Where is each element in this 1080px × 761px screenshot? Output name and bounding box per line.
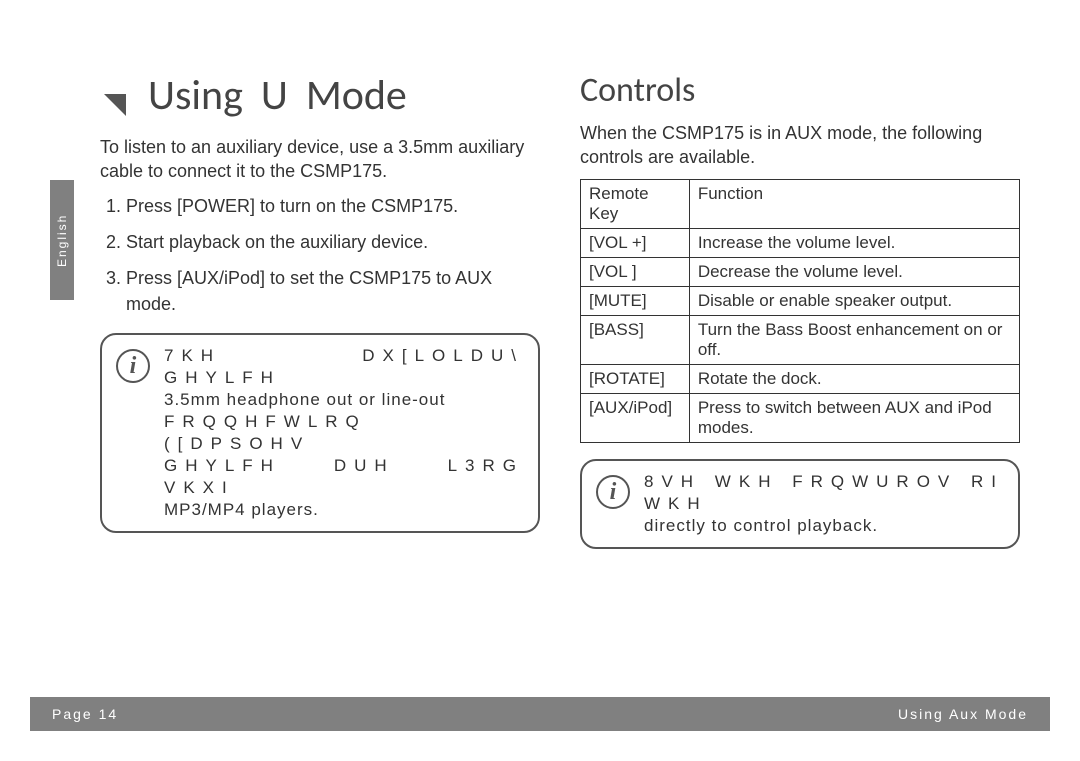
- table-header-key: Remote Key: [581, 180, 690, 229]
- arrow-icon: [100, 81, 130, 111]
- step-item: Press [POWER] to turn on the CSMP175.: [126, 193, 540, 219]
- intro-paragraph: To listen to an auxiliary device, use a …: [100, 135, 540, 183]
- table-row: [AUX/iPod]Press to switch between AUX an…: [581, 394, 1020, 443]
- table-header-fn: Function: [689, 180, 1019, 229]
- title-text-1: Using: [148, 70, 243, 121]
- page-footer: Page 14 Using Aux Mode: [30, 697, 1050, 731]
- page-title: Using U Mode: [100, 70, 540, 121]
- step-item: Start playback on the auxiliary device.: [126, 229, 540, 255]
- controls-heading: Controls: [580, 70, 1020, 111]
- footer-page-number: Page 14: [52, 706, 118, 722]
- remote-key-cell: [BASS]: [581, 316, 690, 365]
- remote-key-cell: [AUX/iPod]: [581, 394, 690, 443]
- info-icon: i: [116, 349, 150, 383]
- table-row: [BASS]Turn the Bass Boost enhancement on…: [581, 316, 1020, 365]
- info-line: FRQQHFWLRQ ([DPSOHV: [164, 412, 367, 453]
- info-line: GHYLFH DUH L3RG VKXI: [164, 456, 524, 497]
- remote-key-cell: [VOL ]: [581, 258, 690, 287]
- table-row: [ROTATE]Rotate the dock.: [581, 365, 1020, 394]
- function-cell: Press to switch between AUX and iPod mod…: [689, 394, 1019, 443]
- table-row: [VOL ]Decrease the volume level.: [581, 258, 1020, 287]
- info-line: 8VH WKH FRQWUROV RI WKH: [644, 472, 1004, 513]
- info-line: 7KH DX[LOLDU\ GHYLFH: [164, 346, 524, 387]
- info-icon: i: [596, 475, 630, 509]
- language-tab: English: [50, 180, 74, 300]
- info-callout-left: i 7KH DX[LOLDU\ GHYLFH 3.5mm headphone o…: [100, 333, 540, 533]
- info-line: MP3/MP4 players.: [164, 500, 319, 519]
- step-item: Press [AUX/iPod] to set the CSMP175 to A…: [126, 265, 540, 317]
- function-cell: Disable or enable speaker output.: [689, 287, 1019, 316]
- controls-intro: When the CSMP175 is in AUX mode, the fol…: [580, 121, 1020, 169]
- right-column: Controls When the CSMP175 is in AUX mode…: [580, 70, 1020, 671]
- info-line: 3.5mm headphone out or line-out: [164, 390, 445, 409]
- steps-list: Press [POWER] to turn on the CSMP175. St…: [100, 193, 540, 317]
- manual-page: English Using U Mode To listen to an aux…: [30, 30, 1050, 731]
- table-row: [MUTE]Disable or enable speaker output.: [581, 287, 1020, 316]
- function-cell: Rotate the dock.: [689, 365, 1019, 394]
- function-cell: Increase the volume level.: [689, 229, 1019, 258]
- info-text: 8VH WKH FRQWUROV RI WKH directly to cont…: [644, 471, 1004, 537]
- info-line: directly to control playback.: [644, 516, 878, 535]
- remote-key-cell: [VOL +]: [581, 229, 690, 258]
- table-row: [VOL +]Increase the volume level.: [581, 229, 1020, 258]
- footer-section-title: Using Aux Mode: [898, 706, 1028, 722]
- table-header-row: Remote Key Function: [581, 180, 1020, 229]
- remote-key-cell: [ROTATE]: [581, 365, 690, 394]
- function-cell: Decrease the volume level.: [689, 258, 1019, 287]
- title-text-2: U: [261, 70, 288, 121]
- remote-key-cell: [MUTE]: [581, 287, 690, 316]
- controls-table: Remote Key Function [VOL +]Increase the …: [580, 179, 1020, 443]
- page-content: Using U Mode To listen to an auxiliary d…: [100, 70, 1020, 671]
- title-text-3: Mode: [306, 70, 407, 121]
- info-text: 7KH DX[LOLDU\ GHYLFH 3.5mm headphone out…: [164, 345, 524, 521]
- function-cell: Turn the Bass Boost enhancement on or of…: [689, 316, 1019, 365]
- left-column: Using U Mode To listen to an auxiliary d…: [100, 70, 540, 671]
- info-callout-right: i 8VH WKH FRQWUROV RI WKH directly to co…: [580, 459, 1020, 549]
